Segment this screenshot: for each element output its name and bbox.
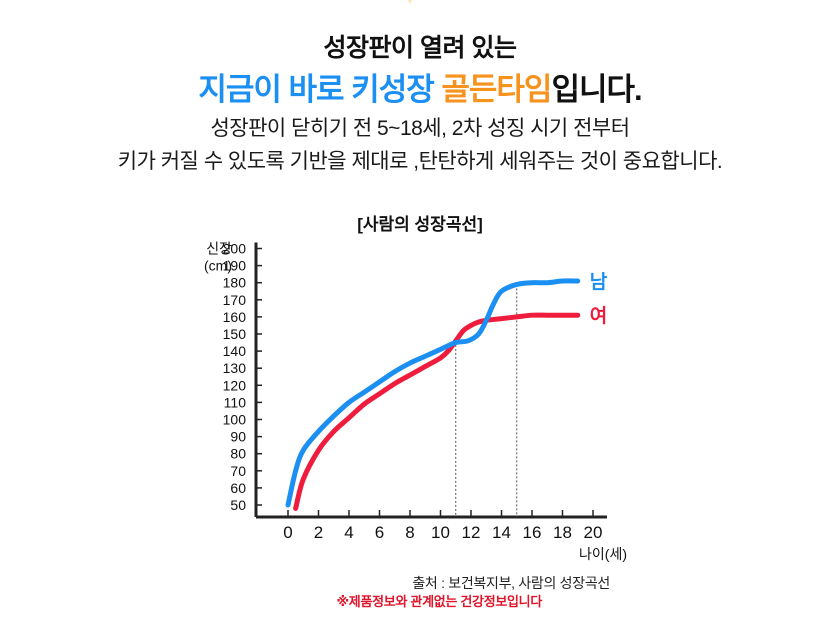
y-tick-label: 160 [223,309,247,325]
x-axis-label: 나이(세) [579,546,627,562]
y-tick-label: 100 [223,412,247,428]
series-label-female: 여 [590,305,607,327]
headline-highlight-orange: 골든타임 [441,72,552,107]
headline-highlight-blue: 지금이 바로 키성장 [198,72,434,107]
y-tick-label: 80 [230,446,246,462]
subtitle-line1: 성장판이 닫히기 전 5~18세, 2차 성징 시기 전부터 [210,117,630,140]
y-axis-label: 신장 [206,241,232,257]
y-tick-label: 170 [223,292,247,308]
y-tick-label: 150 [223,326,247,342]
series-label-male: 남 [590,271,608,293]
headline-suffix: 입니다. [551,72,642,107]
x-tick-label: 6 [375,523,384,542]
series-line-male [285,278,581,508]
chart-title: [사람의 성장곡선] [357,215,483,234]
headline-line1: 성장판이 열려 있는 [323,34,517,62]
x-tick-label: 16 [523,523,542,542]
source-note: 출처 : 보건복지부, 사람의 성장곡선 [412,575,610,591]
y-tick-label: 140 [223,343,247,359]
y-tick-label: 130 [223,360,247,376]
x-tick-label: 4 [344,523,353,542]
y-tick-label: 120 [223,377,247,393]
y-tick-label: 70 [230,463,246,479]
decorative-top-mark [408,0,412,4]
x-tick-label: 2 [314,523,323,542]
x-tick-label: 18 [553,523,572,542]
y-tick-label: 190 [223,258,247,274]
y-tick-label: 60 [230,480,246,496]
disclaimer-note: ※제품정보와 관계없는 건강정보입니다 [336,594,542,609]
x-tick-label: 12 [462,523,481,542]
x-tick-label: 0 [283,523,292,542]
y-tick-label: 180 [223,275,247,291]
y-axis-unit: (cm) [204,258,232,274]
x-tick-label: 8 [405,523,414,542]
headline-line2: 지금이 바로 키성장 골든타임입니다. [0,64,840,109]
x-tick-label: 20 [584,523,603,542]
x-tick-label: 10 [431,523,450,542]
y-tick-label: 50 [230,497,246,513]
subtitle-line2: 키가 커질 수 있도록 기반을 제대로 ,탄탄하게 세워주는 것이 중요합니다. [117,150,723,173]
y-tick-label: 200 [223,241,247,257]
y-tick-label: 110 [224,394,247,410]
x-tick-label: 14 [492,523,511,542]
series-line-female [293,312,581,511]
y-tick-label: 90 [230,429,246,445]
